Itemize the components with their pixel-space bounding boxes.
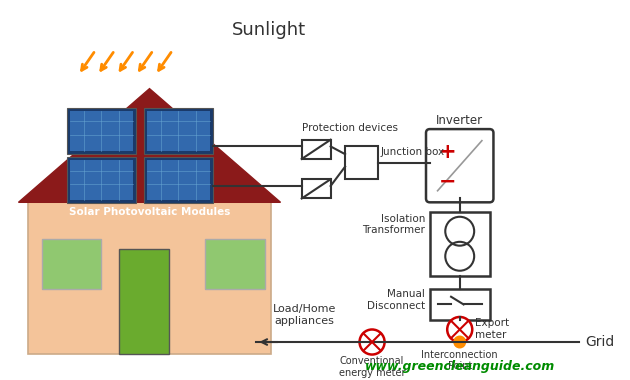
FancyBboxPatch shape	[144, 157, 213, 203]
Polygon shape	[18, 89, 280, 202]
FancyBboxPatch shape	[67, 157, 136, 203]
Text: Interconnection
Point: Interconnection Point	[421, 350, 498, 371]
Text: Grid: Grid	[585, 335, 614, 349]
FancyBboxPatch shape	[42, 239, 101, 289]
Text: −: −	[438, 171, 456, 191]
FancyBboxPatch shape	[205, 239, 265, 289]
FancyBboxPatch shape	[426, 129, 493, 202]
Text: +: +	[438, 142, 456, 162]
Text: Export
meter: Export meter	[475, 318, 509, 339]
FancyBboxPatch shape	[345, 146, 378, 179]
FancyBboxPatch shape	[302, 140, 331, 159]
Text: Junction box: Junction box	[381, 147, 445, 157]
Circle shape	[454, 336, 466, 348]
FancyBboxPatch shape	[67, 108, 136, 154]
FancyBboxPatch shape	[302, 179, 331, 198]
Text: Inverter: Inverter	[436, 114, 483, 127]
FancyBboxPatch shape	[118, 249, 169, 353]
FancyBboxPatch shape	[147, 111, 210, 151]
Text: Conventional
energy meter: Conventional energy meter	[339, 356, 405, 378]
Text: Sunlight: Sunlight	[232, 21, 306, 39]
FancyBboxPatch shape	[144, 108, 213, 154]
Circle shape	[360, 329, 384, 355]
Circle shape	[447, 317, 472, 342]
FancyBboxPatch shape	[430, 212, 490, 276]
Text: Manual
Disconnect: Manual Disconnect	[367, 289, 425, 310]
FancyBboxPatch shape	[69, 111, 133, 151]
FancyBboxPatch shape	[430, 289, 490, 320]
FancyBboxPatch shape	[69, 160, 133, 200]
Text: Solar Photovoltaic Modules: Solar Photovoltaic Modules	[69, 207, 230, 217]
Text: Isolation
Transformer: Isolation Transformer	[362, 214, 425, 236]
Text: Protection devices: Protection devices	[302, 123, 398, 133]
Text: www.greencleanguide.com: www.greencleanguide.com	[365, 360, 555, 373]
FancyBboxPatch shape	[28, 198, 271, 353]
Text: Load/Home
appliances: Load/Home appliances	[273, 304, 336, 326]
FancyBboxPatch shape	[147, 160, 210, 200]
